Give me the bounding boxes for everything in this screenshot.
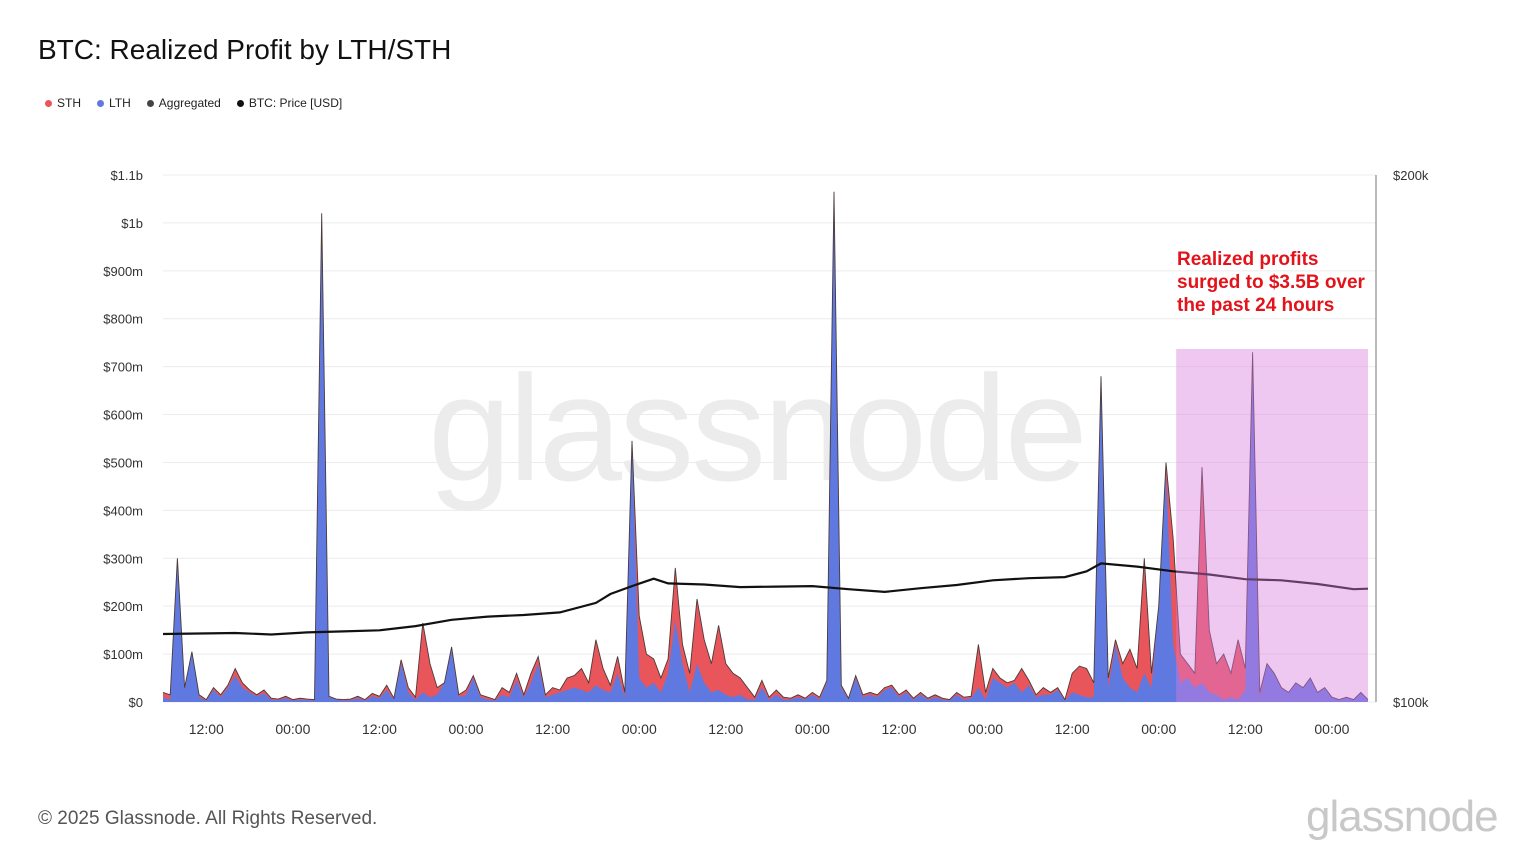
legend-item-price[interactable]: BTC: Price [USD] <box>236 96 343 110</box>
legend-label-aggregated: Aggregated <box>158 96 221 110</box>
y-tick-label: $100m <box>103 647 143 662</box>
x-tick-label: 12:00 <box>1228 721 1263 737</box>
annotation-text: Realized profits surged to $3.5B over th… <box>1177 249 1365 316</box>
x-tick-label: 12:00 <box>189 721 224 737</box>
y-tick-label: $800m <box>103 312 143 327</box>
legend-label-price: BTC: Price [USD] <box>248 96 343 110</box>
y-tick-label: $1.1b <box>110 168 143 183</box>
x-tick-label: 00:00 <box>1141 721 1176 737</box>
y-tick-label: $500m <box>103 455 143 470</box>
chart-title: BTC: Realized Profit by LTH/STH <box>38 34 452 65</box>
y-tick-label: $700m <box>103 360 143 375</box>
aggregated-line <box>162 191 1369 701</box>
y-tick-label: $300m <box>103 551 143 566</box>
x-tick-label: 12:00 <box>535 721 570 737</box>
glassnode-logo: glassnode <box>1306 792 1499 841</box>
price-line <box>162 562 1369 636</box>
legend-dot-aggregated <box>146 99 154 107</box>
y-tick-label: $900m <box>103 264 143 279</box>
x-tick-label: 12:00 <box>708 721 743 737</box>
legend-dot-price <box>236 99 244 107</box>
x-tick-label: 00:00 <box>795 721 830 737</box>
legend-dot-sth <box>45 99 52 107</box>
y-tick-label: $1b <box>121 216 143 231</box>
y-right-tick-label: $100k <box>1393 695 1429 710</box>
legend-dot-lth <box>97 99 104 107</box>
x-tick-label: 00:00 <box>622 721 657 737</box>
legend: STH LTH Aggregated BTC: Price [USD] <box>45 96 342 110</box>
watermark: glassnode <box>428 344 1088 512</box>
y-tick-label: $200m <box>103 599 143 614</box>
x-tick-label: 12:00 <box>362 721 397 737</box>
x-tick-label: 12:00 <box>881 721 916 737</box>
legend-label-lth: LTH <box>109 96 131 110</box>
copyright-footer: © 2025 Glassnode. All Rights Reserved. <box>38 808 378 829</box>
y-tick-label: $600m <box>103 408 143 423</box>
x-tick-label: 00:00 <box>1314 721 1349 737</box>
highlight-region <box>1176 349 1368 702</box>
y-tick-label: $0 <box>129 695 143 710</box>
y-tick-label: $400m <box>103 503 143 518</box>
legend-item-sth[interactable]: STH <box>45 96 81 110</box>
x-tick-label: 12:00 <box>1055 721 1090 737</box>
x-tick-label: 00:00 <box>449 721 484 737</box>
x-tick-label: 00:00 <box>275 721 310 737</box>
legend-item-lth[interactable]: LTH <box>97 96 131 110</box>
lth-area <box>163 191 1368 703</box>
x-tick-label: 00:00 <box>968 721 1003 737</box>
legend-item-aggregated[interactable]: Aggregated <box>146 96 221 110</box>
legend-label-sth: STH <box>57 96 81 110</box>
y-right-tick-label: $200k <box>1393 168 1429 183</box>
